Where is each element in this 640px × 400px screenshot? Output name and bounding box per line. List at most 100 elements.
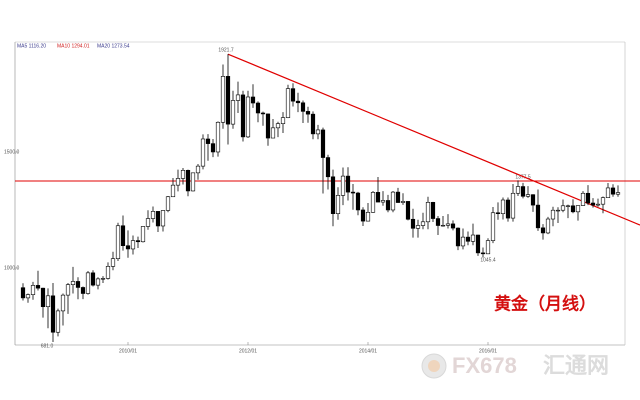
candle-body	[170, 184, 176, 198]
watermark-logo	[428, 360, 440, 372]
candle-body	[115, 225, 121, 259]
candle-body	[395, 191, 401, 203]
candle-body	[305, 111, 311, 115]
watermark: 汇通网	[543, 353, 609, 378]
candle-body	[370, 192, 376, 213]
y-tick-label: 1500.0	[4, 149, 20, 155]
candle-body	[290, 88, 296, 102]
candle-body	[380, 200, 386, 203]
candle-body	[190, 172, 196, 192]
candle-body	[355, 192, 361, 211]
candle-body	[450, 223, 456, 229]
candle-body	[110, 258, 116, 267]
candle-body	[340, 175, 346, 196]
candle-body	[40, 287, 46, 308]
candle-body	[105, 266, 111, 279]
candle-body	[225, 76, 231, 125]
x-tick-label: 2012/01	[239, 348, 257, 354]
candle-body	[375, 192, 381, 203]
candle-body	[345, 175, 351, 193]
candle-body	[350, 191, 356, 194]
candle-body	[510, 192, 516, 219]
candle-body	[230, 100, 236, 125]
candle-body	[565, 205, 571, 207]
candle-body	[500, 199, 506, 214]
candle-body	[435, 218, 441, 226]
candle-body	[540, 227, 546, 234]
candle-body	[460, 236, 466, 247]
candle-body	[455, 227, 461, 247]
candle-body	[120, 225, 126, 247]
x-tick-label: 2010/01	[119, 348, 137, 354]
candle-body	[60, 294, 66, 312]
candle-body	[600, 197, 606, 205]
candle-body	[320, 129, 326, 158]
candle-body	[85, 272, 91, 294]
candle-body	[215, 121, 221, 153]
candle-body	[585, 192, 591, 204]
candle-body	[405, 201, 411, 220]
candle-body	[595, 203, 601, 206]
candle-body	[175, 178, 181, 186]
candle-body	[315, 129, 321, 135]
trend-line	[227, 53, 640, 226]
candle-body	[535, 204, 541, 229]
candle-body	[465, 236, 471, 242]
candle-body	[570, 205, 576, 213]
annotation: 1045.4	[480, 257, 496, 263]
candle-body	[325, 157, 331, 178]
candle-body	[20, 287, 26, 299]
x-tick-label: 2016/01	[479, 348, 497, 354]
candle-body	[480, 252, 486, 255]
candle-body	[430, 202, 436, 219]
candle-body	[160, 210, 166, 227]
candle-body	[505, 199, 511, 219]
ma-legend: MA5 1116.20 MA10 1294.01 MA20 1273.54	[17, 43, 130, 49]
candle-body	[135, 240, 141, 243]
candle-body	[610, 187, 616, 195]
candle-body	[420, 221, 426, 226]
annotation: 1377.5	[515, 174, 531, 180]
candle-body	[285, 88, 291, 118]
candle-body	[360, 209, 366, 222]
candle-body	[615, 192, 621, 195]
candle-body	[130, 240, 136, 250]
candle-body	[125, 245, 131, 250]
candle-body	[385, 200, 391, 211]
candle-body	[515, 186, 521, 194]
candle-body	[410, 218, 416, 229]
candle-body	[50, 295, 56, 333]
candle-body	[390, 191, 396, 211]
chart-title: 黄金（月线）	[494, 293, 596, 313]
candle-body	[445, 223, 451, 226]
candle-body	[270, 127, 276, 139]
candle-body	[575, 205, 581, 213]
candle-body	[255, 102, 261, 114]
candle-body	[275, 123, 281, 129]
annotation: 681.0	[41, 343, 54, 349]
y-tick-label: 1000.0	[4, 265, 20, 271]
candle-body	[165, 196, 171, 211]
annotation: 1921.7	[218, 47, 234, 53]
legend-label: MA5 1116.20	[17, 43, 46, 49]
candle-body	[560, 205, 566, 211]
candle-body	[245, 96, 251, 138]
candle-body	[65, 284, 71, 296]
candle-body	[295, 100, 301, 104]
candle-body	[70, 281, 76, 285]
x-tick-label: 2014/01	[359, 348, 377, 354]
candle-body	[25, 294, 31, 299]
candle-body	[210, 143, 216, 153]
candle-body	[265, 113, 271, 139]
candle-body	[185, 169, 191, 192]
candle-body	[250, 96, 256, 104]
candle-body	[365, 211, 371, 222]
candle-body	[140, 226, 146, 243]
watermark: FX678	[452, 353, 517, 378]
candle-body	[580, 192, 586, 206]
candle-body	[440, 224, 446, 227]
candle-body	[605, 187, 611, 198]
legend-label: MA10 1294.01	[57, 43, 90, 49]
candle-body	[75, 281, 81, 288]
